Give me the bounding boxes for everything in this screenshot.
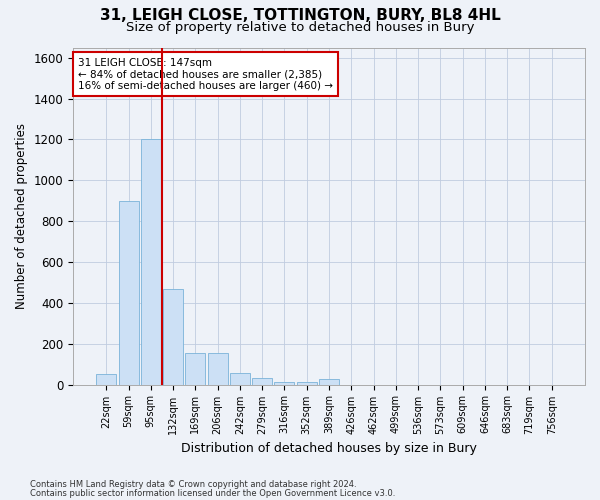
Bar <box>230 374 250 384</box>
Text: Contains HM Land Registry data © Crown copyright and database right 2024.: Contains HM Land Registry data © Crown c… <box>30 480 356 489</box>
Bar <box>274 382 295 384</box>
Bar <box>297 382 317 384</box>
Bar <box>252 378 272 384</box>
X-axis label: Distribution of detached houses by size in Bury: Distribution of detached houses by size … <box>181 442 477 455</box>
Text: 31 LEIGH CLOSE: 147sqm
← 84% of detached houses are smaller (2,385)
16% of semi-: 31 LEIGH CLOSE: 147sqm ← 84% of detached… <box>78 58 333 91</box>
Bar <box>96 374 116 384</box>
Bar <box>119 200 139 384</box>
Y-axis label: Number of detached properties: Number of detached properties <box>15 123 28 309</box>
Bar <box>163 288 183 384</box>
Text: Size of property relative to detached houses in Bury: Size of property relative to detached ho… <box>126 21 474 34</box>
Bar <box>185 353 205 384</box>
Bar <box>319 380 339 384</box>
Text: 31, LEIGH CLOSE, TOTTINGTON, BURY, BL8 4HL: 31, LEIGH CLOSE, TOTTINGTON, BURY, BL8 4… <box>100 8 500 22</box>
Bar <box>141 140 161 384</box>
Bar <box>208 353 227 384</box>
Text: Contains public sector information licensed under the Open Government Licence v3: Contains public sector information licen… <box>30 488 395 498</box>
